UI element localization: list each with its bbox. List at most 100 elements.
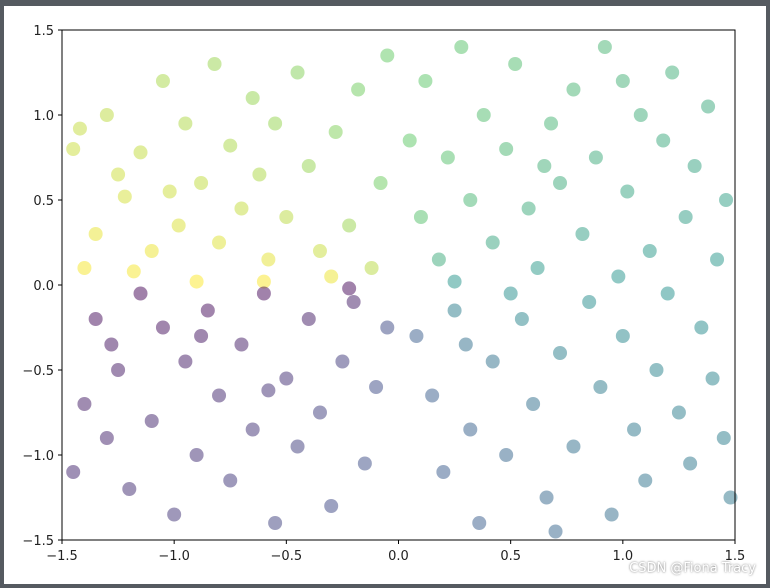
scatter-point-15 <box>212 235 227 250</box>
scatter-point-86 <box>627 422 642 437</box>
scatter-point-91 <box>683 456 698 471</box>
scatter-point-108 <box>279 371 294 386</box>
scatter-point-68 <box>615 74 630 88</box>
y-tick-label: −1.0 <box>22 449 54 464</box>
y-tick-label: 0.5 <box>33 194 54 209</box>
scatter-point-56 <box>620 184 635 199</box>
scatter-point-19 <box>252 167 267 182</box>
scatter-point-119 <box>155 320 170 335</box>
x-tick-label: 0.0 <box>388 549 409 564</box>
scatter-point-90 <box>671 405 686 420</box>
scatter-point-105 <box>312 405 327 420</box>
scatter-point-46 <box>508 57 523 71</box>
scatter-point-111 <box>245 422 260 437</box>
scatter-point-30 <box>364 261 379 275</box>
scatter-point-94 <box>716 431 731 445</box>
x-tick-label: 0.5 <box>500 549 521 564</box>
scatter-point-127 <box>66 465 81 479</box>
scatter-point-113 <box>223 473 238 488</box>
scatter-point-116 <box>189 448 204 462</box>
scatter-point-38 <box>418 74 433 88</box>
scatter-point-69 <box>409 329 424 343</box>
scatter-point-120 <box>144 414 159 428</box>
scatter-point-80 <box>553 346 568 360</box>
scatter-point-85 <box>615 329 630 343</box>
x-tick-label: −0.5 <box>271 549 303 564</box>
scatter-point-92 <box>694 320 709 335</box>
scatter-point-81 <box>566 439 581 454</box>
scatter-point-101 <box>357 456 372 471</box>
scatter-point-83 <box>593 380 608 394</box>
scatter-point-45 <box>499 142 514 156</box>
scatter-point-118 <box>167 507 182 522</box>
watermark: CSDN @Fiona Tracy <box>629 561 756 576</box>
scatter-point-41 <box>454 40 469 54</box>
scatter-point-21 <box>268 116 283 131</box>
scatter-point-3 <box>99 108 114 122</box>
scatter-point-7 <box>144 244 159 258</box>
scatter-point-67 <box>537 159 552 173</box>
scatter-point-48 <box>530 261 545 275</box>
scatter-point-109 <box>268 516 283 530</box>
scatter-point-95 <box>503 286 518 301</box>
scatter-point-99 <box>380 320 395 335</box>
x-tick-label: 1.0 <box>612 549 633 564</box>
scatter-point-23 <box>290 65 305 80</box>
scatter-point-121 <box>133 286 148 301</box>
scatter-point-63 <box>701 99 716 114</box>
scatter-point-89 <box>660 286 675 301</box>
scatter-point-27 <box>328 125 343 139</box>
scatter-point-122 <box>122 482 137 496</box>
scatter-point-4 <box>117 189 132 204</box>
scatter-point-73 <box>463 422 478 437</box>
scatter-point-75 <box>485 354 500 369</box>
x-tick-label: −1.5 <box>46 549 78 564</box>
scatter-point-60 <box>665 65 680 80</box>
scatter-point-130 <box>194 329 209 343</box>
scatter-point-24 <box>301 159 316 173</box>
x-tick-label: 1.5 <box>725 549 746 564</box>
scatter-point-37 <box>413 210 428 224</box>
scatter-point-0 <box>66 142 81 156</box>
scatter-point-54 <box>597 40 612 54</box>
plot-frame <box>61 29 736 541</box>
scatter-point-34 <box>111 167 126 182</box>
scatter-point-40 <box>440 150 455 165</box>
figure-window: −1.5 −1.0 −0.5 0.0 0.5 1.0 1.5 −1.5 −1.0 −0.5 0.0… <box>4 6 766 584</box>
scatter-point-97 <box>548 524 563 539</box>
scatter-point-43 <box>476 108 491 122</box>
scatter-point-16 <box>223 138 238 153</box>
scatter-point-74 <box>472 516 487 530</box>
scatter-point-61 <box>678 210 693 224</box>
scatter-point-50 <box>553 176 568 190</box>
scatter-point-11 <box>178 116 193 131</box>
x-tick-label: −1.0 <box>158 549 190 564</box>
scatter-point-129 <box>261 383 276 398</box>
scatter-point-31 <box>373 176 388 190</box>
scatter-point-131 <box>104 337 119 352</box>
scatter-point-10 <box>171 218 186 233</box>
scatter-point-18 <box>245 91 260 105</box>
scatter-point-79 <box>539 490 554 505</box>
scatter-point-12 <box>189 274 204 289</box>
scatter-point-103 <box>335 354 350 369</box>
scatter-chart: −1.5 −1.0 −0.5 0.0 0.5 1.0 1.5 −1.5 −1.0 −0.5 0.0… <box>22 24 745 564</box>
y-tick-label: 1.5 <box>33 24 54 39</box>
y-tick-label: −1.5 <box>22 534 54 549</box>
scatter-point-126 <box>77 397 92 411</box>
scatter-point-14 <box>207 57 222 71</box>
scatter-point-33 <box>77 261 92 275</box>
scatter-point-49 <box>544 116 559 131</box>
scatter-point-55 <box>611 269 626 284</box>
scatter-point-106 <box>301 312 316 326</box>
scatter-point-110 <box>256 286 271 301</box>
scatter-point-6 <box>133 145 148 160</box>
scatter-point-88 <box>649 363 664 377</box>
scatter-point-93 <box>705 371 720 386</box>
scatter-point-72 <box>447 303 462 318</box>
scatter-point-35 <box>256 274 271 289</box>
scatter-point-8 <box>155 74 170 88</box>
scatter-point-100 <box>369 380 384 394</box>
x-axis: −1.5 −1.0 −0.5 0.0 0.5 1.0 1.5 <box>46 540 745 564</box>
scatter-point-25 <box>312 244 327 258</box>
